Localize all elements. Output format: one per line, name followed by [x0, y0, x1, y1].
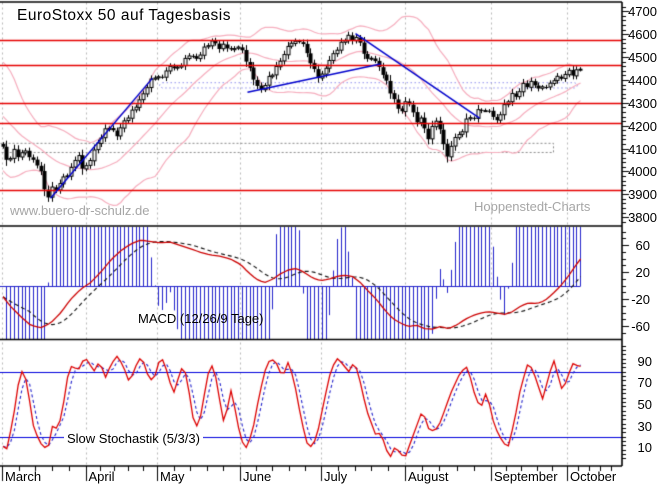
month-label: June — [243, 469, 272, 484]
price-tick-label: 3900 — [628, 187, 657, 203]
chart-title: EuroStoxx 50 auf Tagesbasis — [17, 7, 231, 24]
price-tick-label: 3800 — [628, 210, 657, 226]
month-label: September — [494, 469, 558, 484]
stoch-tick-label: 10 — [637, 440, 652, 456]
watermark-left: www.buero-dr-schulz.de — [10, 203, 150, 218]
month-label: April — [88, 469, 115, 484]
macd-tick-label: -60 — [631, 319, 650, 334]
stoch-tick-label: 50 — [637, 397, 652, 413]
month-label: August — [408, 469, 449, 484]
price-tick-label: 4500 — [628, 50, 657, 66]
month-label: July — [324, 469, 348, 484]
macd-tick-label: 20 — [635, 265, 650, 280]
month-label: October — [570, 469, 617, 484]
watermark-right: Hoppenstedt-Charts — [474, 199, 591, 214]
stochastic-indicator-label: Slow Stochastik (5/3/3) — [64, 431, 203, 446]
macd-tick-label: -20 — [631, 292, 650, 307]
price-tick-label: 4700 — [628, 4, 657, 20]
price-tick-label: 4000 — [628, 164, 657, 180]
stoch-tick-label: 70 — [637, 375, 652, 391]
macd-indicator-label: MACD (12/26/9 Tage) — [138, 311, 264, 326]
month-label: May — [160, 469, 185, 484]
price-tick-label: 4100 — [628, 141, 657, 157]
macd-tick-label: 60 — [635, 238, 650, 253]
price-tick-label: 4300 — [628, 95, 657, 111]
price-tick-label: 4200 — [628, 118, 657, 134]
stoch-tick-label: 90 — [637, 353, 652, 369]
price-tick-label: 4600 — [628, 27, 657, 43]
month-label: March — [5, 469, 42, 484]
price-tick-label: 4400 — [628, 72, 657, 88]
stoch-tick-label: 30 — [637, 418, 652, 434]
